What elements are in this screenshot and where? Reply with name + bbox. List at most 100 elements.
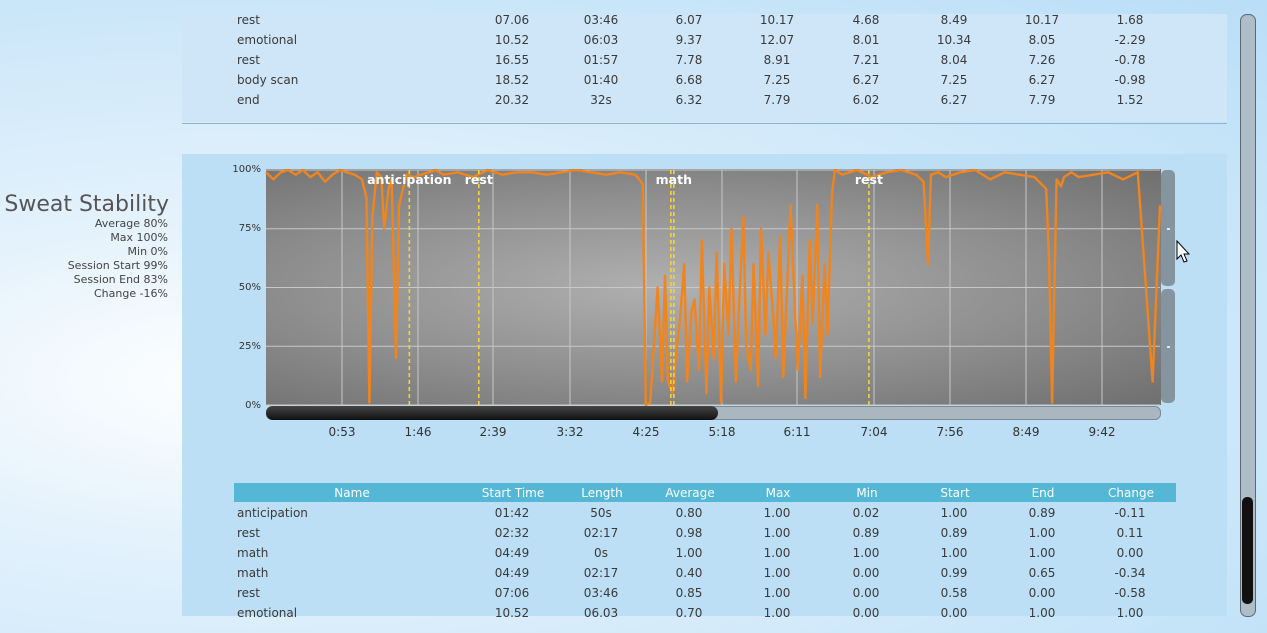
table-cell: 1.00 [675,546,703,560]
region-label: rest [464,172,493,187]
divider [182,123,1227,124]
table-cell: 0.00 [1028,586,1056,600]
page-vertical-scrollbar[interactable] [1240,14,1256,617]
table-cell: 0.89 [852,526,880,540]
table-row[interactable]: emotional 10.52 06.03 0.70 1.00 0.00 0.00 1.00 1… [236,603,1176,623]
table-cell: 10.52 [494,606,530,620]
table-cell: 1.00 [940,546,968,560]
table-cell: 1.00 [763,506,791,520]
chart-scroll-thumb[interactable] [266,406,718,420]
page-scroll-thumb[interactable] [1242,497,1253,604]
table-row[interactable]: rest 02:32 02:17 0.98 1.00 0.89 0.89 1.00 0.11 [236,523,1176,543]
table-cell: 10.52 [494,33,530,47]
x-tick-label: 8:49 [1012,425,1040,439]
row-name: math [237,546,269,560]
table-cell: 7.79 [1028,93,1056,107]
table-row[interactable]: body scan 18.52 01:40 6.68 7.25 6.27 7.25 6.27 -… [236,70,1176,90]
column-header[interactable]: Length [581,486,623,500]
row-name: emotional [237,33,298,47]
table-cell: 1.00 [1028,606,1056,620]
table-cell: 0.99 [940,566,968,580]
table-cell: 1.00 [763,586,791,600]
table-cell: 01:57 [583,53,619,67]
table-cell: 0.98 [675,526,703,540]
y-tick-label: 25% [238,341,261,352]
table-cell: 8.91 [763,53,791,67]
table-row[interactable]: rest 07:06 03:46 0.85 1.00 0.00 0.58 0.00 -0.58 [236,583,1176,603]
y-tick-label: 100% [232,164,261,175]
region-label: rest [854,172,883,187]
table-cell: 32s [590,93,612,107]
table-cell: 16.55 [494,53,530,67]
table-cell: 0.40 [675,566,703,580]
table-cell: 6.32 [675,93,703,107]
table-row[interactable]: math 04:49 0s 1.00 1.00 1.00 1.00 1.00 0.00 [236,543,1176,563]
table-cell: 7.78 [675,53,703,67]
column-header[interactable]: Max [765,486,791,500]
row-name: rest [237,526,261,540]
table-row[interactable]: math 04:49 02:17 0.40 1.00 0.00 0.99 0.65 -0.34 [236,563,1176,583]
row-name: body scan [237,73,299,87]
table-cell: 07.06 [494,13,530,27]
bottom-table-header: Name Start Time Length Average Max Min Start En… [234,483,1176,502]
table-cell: 12.07 [759,33,795,47]
table-cell: 0.89 [1028,506,1056,520]
x-tick-label: 9:42 [1088,425,1116,439]
region-label: math [655,172,692,187]
x-tick-label: 5:18 [708,425,736,439]
table-cell: 50s [590,506,612,520]
table-cell: 8.49 [940,13,968,27]
table-cell: 01:40 [583,73,619,87]
table-cell: 04:49 [494,546,530,560]
column-header[interactable]: Name [334,486,370,500]
table-row[interactable]: anticipation 01:42 50s 0.80 1.00 0.02 1.00 0.89… [236,503,1176,523]
zoom-handle-icon [1167,346,1170,348]
table-cell: 02:32 [494,526,530,540]
column-header[interactable]: Change [1108,486,1154,500]
table-cell: 02:17 [583,526,619,540]
table-cell: 8.01 [852,33,880,47]
x-tick-label: 1:46 [404,425,432,439]
table-cell: -0.58 [1114,586,1146,600]
table-cell: 1.00 [1028,526,1056,540]
column-header[interactable]: Start Time [481,486,545,500]
table-row[interactable]: rest 16.55 01:57 7.78 8.91 7.21 8.04 7.26 -0.78 [236,50,1176,70]
column-header[interactable]: End [1031,486,1055,500]
column-header[interactable]: Min [856,486,878,500]
metric-title: Sweat Stability [4,192,169,217]
table-cell: 7.25 [940,73,968,87]
table-cell: 04:49 [494,566,530,580]
stat-change: Change -16% [93,287,168,300]
stat-max: Max 100% [110,231,168,244]
row-name: anticipation [237,506,308,520]
row-name: end [237,93,260,107]
column-header[interactable]: Start [940,486,970,500]
table-cell: 6.07 [675,13,703,27]
table-cell: 1.00 [852,546,880,560]
top-table-panel [182,14,1227,122]
x-tick-label: 3:32 [556,425,584,439]
table-cell: 18.52 [494,73,530,87]
region-label: anticipation [367,172,452,187]
table-cell: -0.98 [1114,73,1146,87]
table-cell: 0s [594,546,608,560]
table-cell: 20.32 [494,93,530,107]
row-name: rest [237,586,261,600]
table-cell: 0.00 [1116,546,1144,560]
table-row[interactable]: rest 07.06 03:46 6.07 10.17 4.68 8.49 10.17 1.68 [236,10,1176,30]
table-cell: 02:17 [583,566,619,580]
table-cell: 03:46 [583,586,619,600]
column-header[interactable]: Average [665,486,715,500]
table-cell: -0.11 [1114,506,1146,520]
table-cell: 0.02 [852,506,880,520]
table-cell: 4.68 [852,13,880,27]
table-cell: -0.78 [1114,53,1146,67]
table-cell: -2.29 [1114,33,1146,47]
table-row[interactable]: end 20.32 32s 6.32 7.79 6.02 6.27 7.79 1.52 [236,90,1176,110]
table-cell: 10.34 [936,33,972,47]
table-cell: 6.27 [1028,73,1056,87]
row-name: rest [237,13,261,27]
table-row[interactable]: emotional 10.52 06:03 9.37 12.07 8.01 10.34 8.0… [236,30,1176,50]
stat-average: Average 80% [94,217,168,230]
x-tick-label: 7:04 [860,425,888,439]
